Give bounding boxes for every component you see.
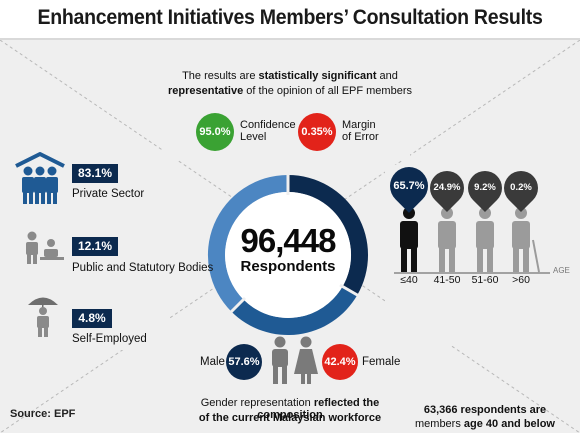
stats-intro-text: The results are (182, 70, 259, 82)
stats-intro-bold-2: representative (168, 85, 244, 97)
age-pin-3: 0.2% (496, 163, 546, 213)
donut-segment-light (207, 174, 288, 312)
sector-self-employed-label: Self-Employed (72, 333, 147, 345)
civil-servants-icon (26, 231, 64, 264)
age-figure-0 (400, 207, 418, 272)
donut-gap-3 (228, 296, 247, 315)
age-value-1: 24.9% (433, 182, 461, 193)
age-summary-2b: age 40 and below (463, 418, 555, 430)
source-label: Source: EPF (10, 408, 76, 420)
margin-label-2: of Error (342, 131, 379, 143)
title-bar: Enhancement Initiatives Members’ Consult… (0, 0, 580, 40)
age-figure-1 (438, 207, 456, 272)
stats-intro-line-2: representative of the opinion of all EPF… (120, 85, 460, 97)
age-tick-1: 41-50 (433, 274, 461, 286)
donut-gap-2 (339, 283, 360, 298)
age-pin-0: 65.7% (382, 159, 436, 213)
confidence-value: 95.0% (199, 126, 231, 138)
gender-male-badge: 57.6% (226, 344, 262, 380)
gender-note-1b: reflected the composition (257, 397, 380, 421)
confidence-label-1: Confidence (240, 119, 296, 131)
sector-self-employed-value: 4.8% (72, 309, 112, 328)
age-summary-line-2: members age 40 and below (395, 418, 575, 430)
sector-public-value: 12.1% (72, 237, 118, 256)
age-tick-0: ≤40 (400, 274, 418, 286)
gender-male-label: Male (200, 356, 225, 368)
gender-note-line-1: Gender representation reflected the comp… (170, 397, 410, 421)
umbrella-person-icon (28, 297, 58, 337)
gender-male-value: 57.6% (228, 356, 260, 368)
donut-segment-mid (231, 286, 358, 336)
respondents-label: Respondents (240, 258, 336, 275)
confidence-badge: 95.0% (196, 113, 234, 151)
age-figure-3 (512, 207, 540, 273)
age-value-3: 0.2% (510, 182, 532, 193)
respondents-number: 96,448 (240, 222, 337, 259)
gender-figures-icon (272, 336, 318, 384)
age-summary-line-1: 63,366 respondents are (423, 404, 547, 416)
sector-private-value: 83.1% (72, 164, 118, 183)
age-tick-2: 51-60 (471, 274, 499, 286)
stats-intro-after: of the opinion of all EPF members (243, 85, 412, 97)
age-figure-2 (476, 207, 494, 272)
sector-private-label: Private Sector (72, 188, 145, 200)
age-figures (394, 207, 550, 274)
gender-note-1a: Gender representation (200, 397, 314, 409)
gender-female-label: Female (362, 356, 401, 368)
gender-female-value: 42.4% (324, 356, 356, 368)
respondents-donut (207, 173, 369, 336)
confidence-label: Confidence Level (240, 119, 296, 143)
age-value-2: 9.2% (474, 182, 496, 193)
age-pin-1: 24.9% (422, 163, 472, 213)
margin-label-1: Margin (342, 119, 376, 131)
stats-intro-mid: and (376, 70, 398, 82)
gender-note-line-2: of the current Malaysian workforce (198, 412, 382, 424)
confidence-label-2: Level (240, 131, 267, 143)
gender-female-badge: 42.4% (322, 344, 358, 380)
margin-label: Margin of Error (342, 119, 379, 143)
age-summary-2a: members (415, 418, 464, 430)
age-summary: 63,366 respondents are (395, 403, 575, 417)
age-tick-3: >60 (512, 274, 530, 286)
stats-intro-line-1: The results are statistically significan… (130, 70, 450, 82)
donut-segment-navy (288, 175, 369, 295)
page-title: Enhancement Initiatives Members’ Consult… (37, 6, 543, 29)
age-value-0: 65.7% (393, 180, 425, 192)
sector-public-label: Public and Statutory Bodies (72, 262, 214, 274)
age-axis-label: AGE (553, 266, 570, 275)
margin-badge: 0.35% (298, 113, 336, 151)
stats-intro-bold-1: statistically significant (258, 70, 377, 82)
margin-value: 0.35% (301, 126, 333, 138)
age-pin-2: 9.2% (460, 163, 510, 213)
office-workers-icon (15, 152, 65, 204)
